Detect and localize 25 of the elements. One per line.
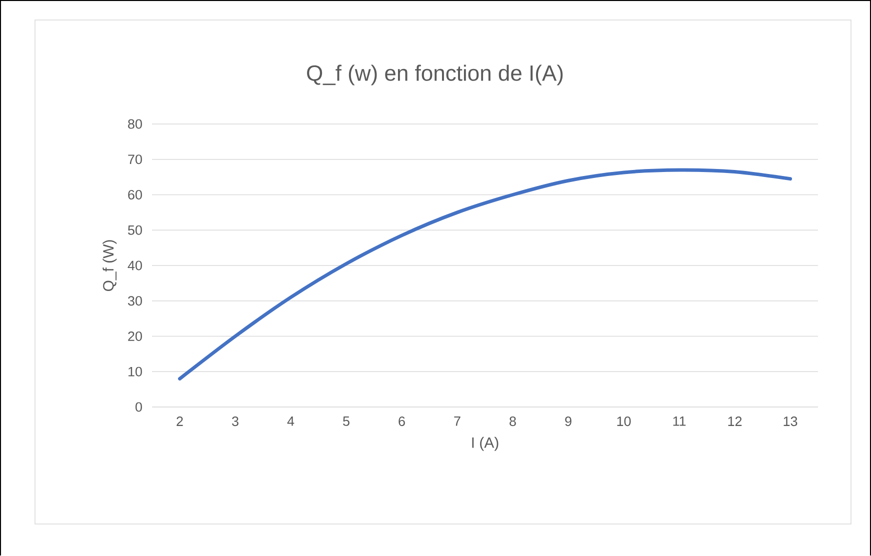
y-tick-label: 50: [128, 225, 142, 235]
y-tick-label: 0: [136, 402, 142, 412]
y-tick-label: 80: [128, 119, 142, 129]
chart-title: Q_f (w) en fonction de I(A): [307, 64, 563, 86]
y-tick-label: 70: [128, 154, 142, 164]
y-tick-label: 30: [128, 296, 142, 306]
x-tick-label: 12: [728, 416, 742, 426]
x-tick-label: 13: [784, 416, 798, 426]
x-tick-label: 2: [176, 416, 183, 426]
x-tick-label: 4: [287, 416, 294, 426]
y-axis-title: Q_f (W): [102, 240, 117, 292]
y-tick-label: 40: [128, 260, 142, 270]
x-tick-label: 11: [673, 416, 686, 426]
x-tick-label: 6: [398, 416, 405, 426]
x-tick-label: 9: [565, 416, 572, 426]
x-axis-title: I (A): [472, 436, 498, 451]
y-tick-label: 10: [128, 366, 142, 376]
x-tick-label: 3: [232, 416, 238, 426]
x-tick-label: 8: [510, 416, 516, 426]
y-tick-label: 60: [128, 190, 142, 200]
y-tick-label: 20: [128, 331, 142, 342]
x-tick-label: 5: [343, 416, 350, 426]
x-tick-label: 7: [454, 416, 460, 426]
line-series: [178, 168, 792, 380]
x-tick-label: 10: [617, 416, 631, 426]
